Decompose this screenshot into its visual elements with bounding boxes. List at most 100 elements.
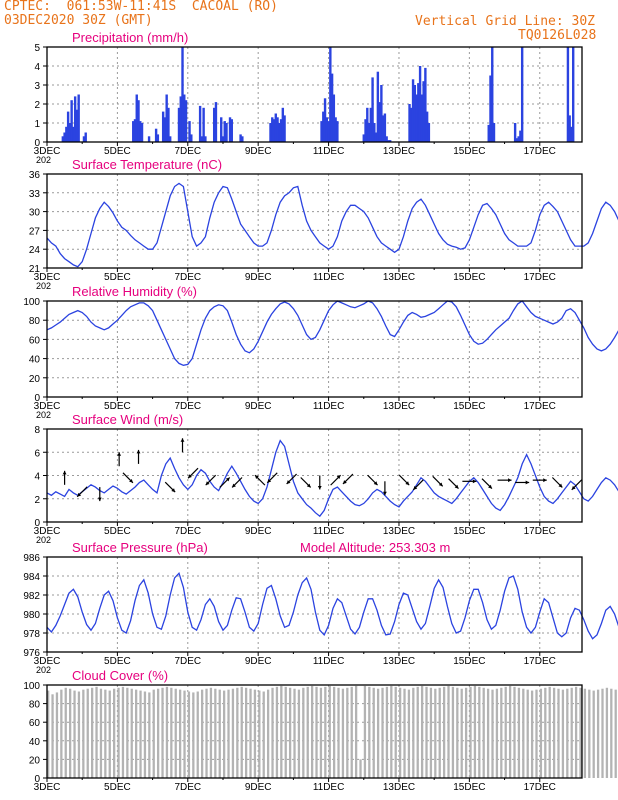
x-tick-label: 13DEC (383, 526, 415, 537)
cloud-bar (275, 686, 279, 778)
cloud-bar (385, 686, 389, 778)
precip-bar (325, 117, 329, 142)
wind-arrow (330, 474, 342, 486)
wind-arrow (448, 478, 459, 490)
cloud-bar (605, 687, 609, 778)
cloud-bar (240, 686, 243, 778)
y-tick-label: 2 (34, 100, 40, 111)
cloud-bar (376, 688, 380, 778)
precip-bar (177, 107, 181, 142)
cloud-bar (297, 689, 301, 778)
precip-bar (161, 111, 165, 142)
wind-arrow-head (382, 491, 387, 496)
wind-arrow (571, 479, 583, 491)
cloud-bar (218, 689, 221, 778)
cloud-bar (284, 686, 287, 778)
x-tick-label: 17DEC (524, 526, 556, 537)
wind-arrow (254, 474, 266, 486)
precip-bar (385, 136, 388, 142)
cloud-bar (231, 688, 235, 778)
y-tick-label: 21 (29, 264, 41, 275)
cloud-bar (570, 687, 573, 778)
precip-bar (181, 47, 184, 142)
wind-arrow (266, 472, 278, 484)
wind-arrow-head (205, 481, 210, 486)
cloud-bar (588, 689, 591, 778)
cloud-bar (442, 686, 446, 778)
cloud-bar (170, 687, 173, 778)
precip-bar (336, 121, 339, 142)
wind-arrow-head (267, 478, 272, 483)
precip-bar (82, 136, 86, 142)
precip-bar (373, 123, 376, 142)
wind-arrow-head (543, 478, 547, 483)
precip-bar (156, 134, 160, 142)
cloud-bar (82, 689, 85, 778)
x-tick-label: 9DEC (245, 656, 272, 667)
wind-arrow (117, 452, 122, 467)
cloud-bar (614, 689, 617, 778)
precip-bar (214, 102, 218, 142)
precip-bar (137, 100, 140, 142)
wind-arrow (382, 481, 387, 496)
cloud-bar (161, 687, 164, 778)
cloud-bar (368, 686, 371, 778)
precip-bar (517, 136, 520, 142)
cloud-bar (68, 688, 72, 778)
precip-bar (329, 47, 332, 142)
cloud-bar (60, 689, 63, 778)
cloud-bar (447, 685, 450, 778)
precip-bar (77, 94, 80, 142)
cloud-bar (332, 686, 336, 778)
x-tick-label: 5DEC (104, 401, 131, 412)
cloud-bar (222, 690, 226, 778)
cloud-bar (574, 686, 578, 778)
cloud-bar (420, 685, 424, 778)
wind-arrow (367, 474, 378, 486)
cloud-bar (517, 687, 521, 778)
precip-bar (380, 85, 383, 142)
date-header: 03DEC2020 30Z (GMT) (4, 13, 153, 28)
precip-bar (364, 119, 367, 142)
cloud-bar (469, 686, 472, 778)
cloud-bar (394, 686, 397, 778)
cloud-bar (108, 690, 111, 778)
cloud-bar (90, 687, 94, 778)
x-tick-label: 17DEC (524, 146, 556, 157)
precip-bar (566, 47, 570, 142)
cloud-bar (363, 685, 367, 778)
cloud-bar (324, 686, 327, 778)
wind-arrow-head (525, 480, 530, 485)
precip-bar (183, 94, 186, 142)
precip-bar (84, 132, 87, 142)
cloud-bar (359, 759, 362, 778)
precip-bar (411, 79, 415, 142)
cloud-bar (416, 686, 419, 778)
panel-title: Surface Wind (m/s) (72, 412, 183, 427)
cloud-bar (425, 686, 428, 778)
y-tick-label: 33 (29, 189, 41, 200)
wind-arrow (515, 480, 530, 485)
precip-bar (515, 138, 519, 142)
x-tick-label: 3DEC (34, 656, 61, 667)
wind-arrow-head (232, 483, 236, 488)
precip-bar (61, 136, 65, 142)
cloud-bar (456, 687, 459, 778)
cloud-bar (152, 689, 155, 778)
cloud-bar (95, 686, 98, 778)
precip-bar (165, 94, 168, 142)
precip-bar (513, 123, 517, 142)
x-tick-label: 7DEC (174, 656, 201, 667)
precip-bar (202, 107, 205, 142)
precip-bar (139, 121, 142, 142)
precip-bar (190, 134, 193, 142)
cloud-bar (566, 688, 569, 778)
wind-arrow (62, 470, 67, 485)
cloud-bar (192, 692, 195, 778)
y-tick-label: 30 (29, 208, 41, 219)
y-tick-label: 986 (23, 553, 40, 564)
precip-bar (489, 75, 492, 142)
grid-note: Vertical Grid Line: 30Z (415, 14, 596, 29)
wind-arrow-head (254, 475, 259, 480)
